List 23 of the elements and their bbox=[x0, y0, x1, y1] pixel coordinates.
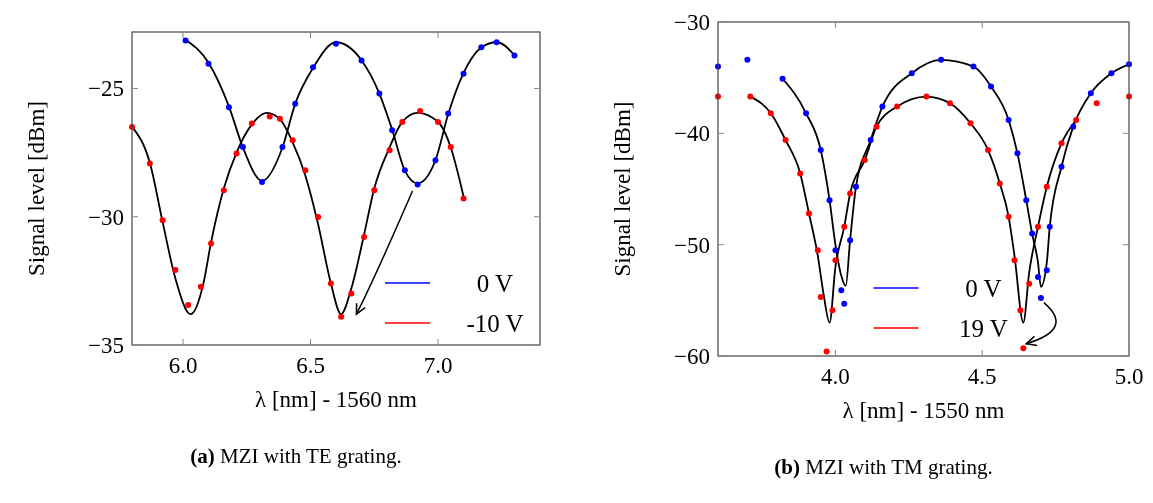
legend-label: -10 V bbox=[466, 309, 524, 337]
x-tick-label: 7.0 bbox=[423, 353, 453, 378]
x-tick-label: 5.0 bbox=[1114, 364, 1144, 389]
y-axis-title: Signal level [dBm] bbox=[24, 100, 49, 277]
text: (a) MZI with TE grating. bbox=[190, 444, 402, 468]
x-axis-title: λ [nm] - 1560 nm bbox=[255, 387, 418, 412]
y-tick-label: −30 bbox=[674, 10, 710, 36]
x-tick-label: 6.5 bbox=[296, 353, 325, 378]
text: (b) MZI with TM grating. bbox=[774, 455, 993, 479]
x-tick-label: 6.0 bbox=[168, 353, 198, 378]
x-axis-title: λ [nm] - 1550 nm bbox=[842, 398, 1005, 423]
legend-label: 19 V bbox=[959, 314, 1008, 342]
y-tick-label: −40 bbox=[674, 121, 710, 147]
y-tick-label: −25 bbox=[88, 76, 124, 102]
y-tick-label: −50 bbox=[674, 232, 710, 258]
x-tick-label: 4.5 bbox=[967, 364, 997, 389]
y-tick-label: −35 bbox=[88, 333, 124, 359]
legend-label: 0 V bbox=[965, 274, 1002, 302]
y-tick-label: −30 bbox=[88, 204, 124, 230]
y-axis-title: Signal level [dBm] bbox=[610, 101, 635, 277]
y-tick-label: −60 bbox=[674, 344, 710, 370]
legend-label: 0 V bbox=[476, 269, 514, 297]
x-tick-label: 4.0 bbox=[821, 364, 850, 389]
